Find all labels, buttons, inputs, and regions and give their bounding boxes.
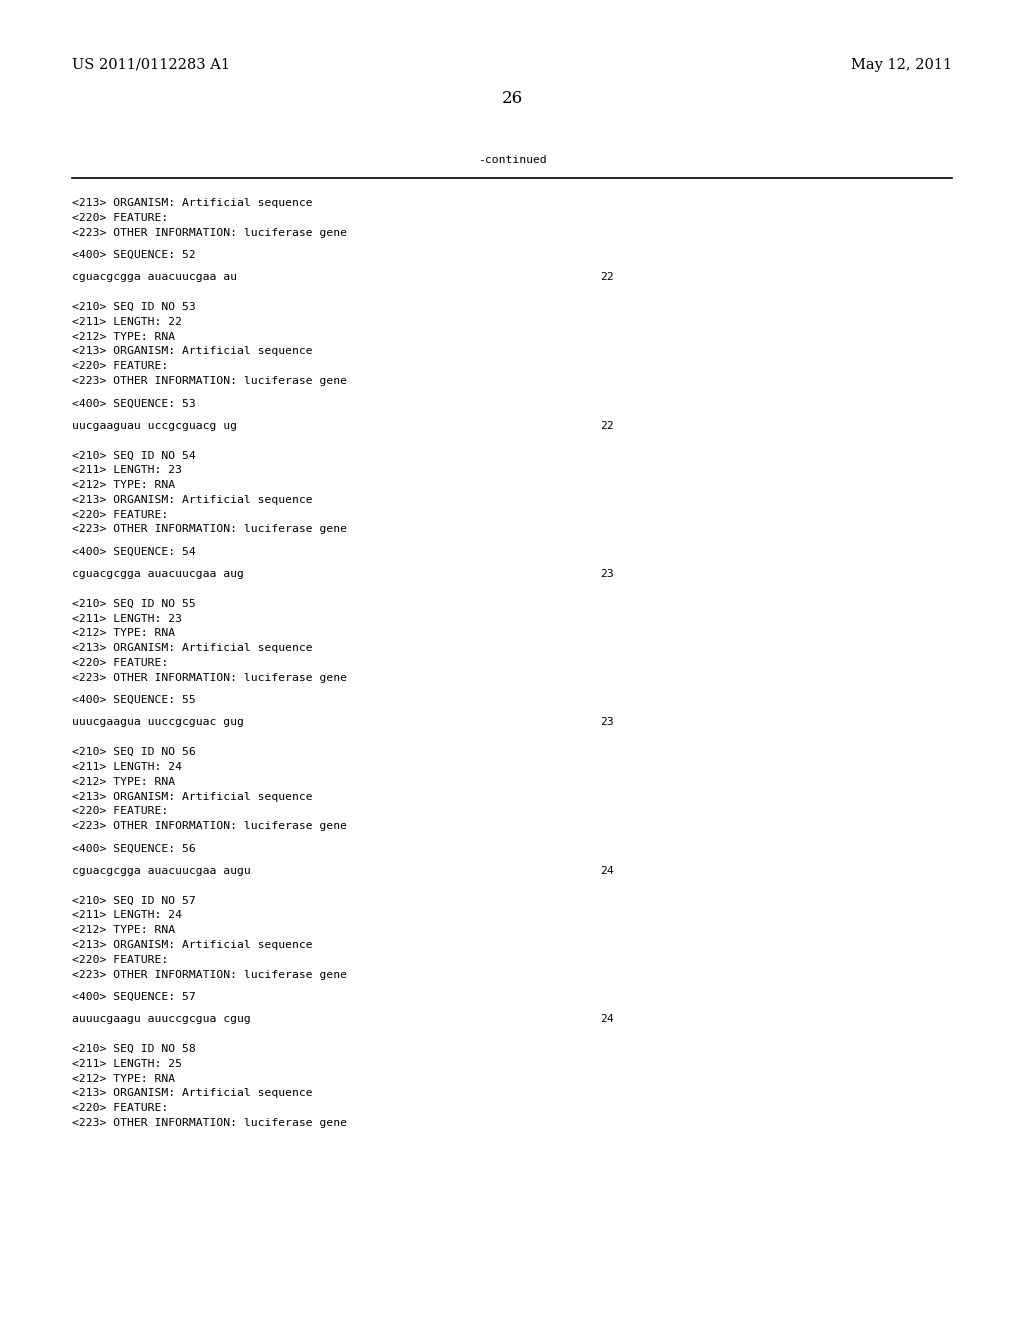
Text: <220> FEATURE:: <220> FEATURE: xyxy=(72,657,168,668)
Text: <400> SEQUENCE: 55: <400> SEQUENCE: 55 xyxy=(72,696,196,705)
Text: <212> TYPE: RNA: <212> TYPE: RNA xyxy=(72,480,175,490)
Text: <220> FEATURE:: <220> FEATURE: xyxy=(72,510,168,520)
Text: <210> SEQ ID NO 58: <210> SEQ ID NO 58 xyxy=(72,1044,196,1053)
Text: <210> SEQ ID NO 54: <210> SEQ ID NO 54 xyxy=(72,450,196,461)
Text: <212> TYPE: RNA: <212> TYPE: RNA xyxy=(72,925,175,935)
Text: <213> ORGANISM: Artificial sequence: <213> ORGANISM: Artificial sequence xyxy=(72,643,312,653)
Text: <213> ORGANISM: Artificial sequence: <213> ORGANISM: Artificial sequence xyxy=(72,346,312,356)
Text: <220> FEATURE:: <220> FEATURE: xyxy=(72,213,168,223)
Text: <223> OTHER INFORMATION: luciferase gene: <223> OTHER INFORMATION: luciferase gene xyxy=(72,1118,347,1129)
Text: <210> SEQ ID NO 57: <210> SEQ ID NO 57 xyxy=(72,895,196,906)
Text: cguacgcgga auacuucgaa au: cguacgcgga auacuucgaa au xyxy=(72,272,237,282)
Text: <212> TYPE: RNA: <212> TYPE: RNA xyxy=(72,628,175,639)
Text: <400> SEQUENCE: 54: <400> SEQUENCE: 54 xyxy=(72,546,196,557)
Text: <211> LENGTH: 25: <211> LENGTH: 25 xyxy=(72,1059,182,1069)
Text: <220> FEATURE:: <220> FEATURE: xyxy=(72,1104,168,1113)
Text: <223> OTHER INFORMATION: luciferase gene: <223> OTHER INFORMATION: luciferase gene xyxy=(72,821,347,832)
Text: 26: 26 xyxy=(502,90,522,107)
Text: 24: 24 xyxy=(600,1014,613,1024)
Text: 23: 23 xyxy=(600,569,613,579)
Text: <211> LENGTH: 24: <211> LENGTH: 24 xyxy=(72,762,182,772)
Text: 23: 23 xyxy=(600,717,613,727)
Text: <210> SEQ ID NO 56: <210> SEQ ID NO 56 xyxy=(72,747,196,758)
Text: -continued: -continued xyxy=(477,154,547,165)
Text: May 12, 2011: May 12, 2011 xyxy=(851,58,952,73)
Text: <400> SEQUENCE: 53: <400> SEQUENCE: 53 xyxy=(72,399,196,408)
Text: <210> SEQ ID NO 53: <210> SEQ ID NO 53 xyxy=(72,302,196,312)
Text: <210> SEQ ID NO 55: <210> SEQ ID NO 55 xyxy=(72,599,196,609)
Text: <212> TYPE: RNA: <212> TYPE: RNA xyxy=(72,776,175,787)
Text: auuucgaagu auuccgcgua cgug: auuucgaagu auuccgcgua cgug xyxy=(72,1014,251,1024)
Text: <212> TYPE: RNA: <212> TYPE: RNA xyxy=(72,331,175,342)
Text: <213> ORGANISM: Artificial sequence: <213> ORGANISM: Artificial sequence xyxy=(72,1089,312,1098)
Text: <213> ORGANISM: Artificial sequence: <213> ORGANISM: Artificial sequence xyxy=(72,198,312,209)
Text: <213> ORGANISM: Artificial sequence: <213> ORGANISM: Artificial sequence xyxy=(72,792,312,801)
Text: <220> FEATURE:: <220> FEATURE: xyxy=(72,954,168,965)
Text: <211> LENGTH: 24: <211> LENGTH: 24 xyxy=(72,911,182,920)
Text: <213> ORGANISM: Artificial sequence: <213> ORGANISM: Artificial sequence xyxy=(72,495,312,504)
Text: <223> OTHER INFORMATION: luciferase gene: <223> OTHER INFORMATION: luciferase gene xyxy=(72,673,347,682)
Text: cguacgcgga auacuucgaa aug: cguacgcgga auacuucgaa aug xyxy=(72,569,244,579)
Text: <220> FEATURE:: <220> FEATURE: xyxy=(72,807,168,816)
Text: <400> SEQUENCE: 56: <400> SEQUENCE: 56 xyxy=(72,843,196,854)
Text: cguacgcgga auacuucgaa augu: cguacgcgga auacuucgaa augu xyxy=(72,866,251,875)
Text: 24: 24 xyxy=(600,866,613,875)
Text: US 2011/0112283 A1: US 2011/0112283 A1 xyxy=(72,58,230,73)
Text: <211> LENGTH: 22: <211> LENGTH: 22 xyxy=(72,317,182,327)
Text: uuucgaagua uuccgcguac gug: uuucgaagua uuccgcguac gug xyxy=(72,717,244,727)
Text: <400> SEQUENCE: 57: <400> SEQUENCE: 57 xyxy=(72,991,196,1002)
Text: <223> OTHER INFORMATION: luciferase gene: <223> OTHER INFORMATION: luciferase gene xyxy=(72,227,347,238)
Text: <223> OTHER INFORMATION: luciferase gene: <223> OTHER INFORMATION: luciferase gene xyxy=(72,376,347,385)
Text: <211> LENGTH: 23: <211> LENGTH: 23 xyxy=(72,465,182,475)
Text: <223> OTHER INFORMATION: luciferase gene: <223> OTHER INFORMATION: luciferase gene xyxy=(72,970,347,979)
Text: 22: 22 xyxy=(600,421,613,430)
Text: <220> FEATURE:: <220> FEATURE: xyxy=(72,362,168,371)
Text: uucgaaguau uccgcguacg ug: uucgaaguau uccgcguacg ug xyxy=(72,421,237,430)
Text: <213> ORGANISM: Artificial sequence: <213> ORGANISM: Artificial sequence xyxy=(72,940,312,950)
Text: <212> TYPE: RNA: <212> TYPE: RNA xyxy=(72,1073,175,1084)
Text: 22: 22 xyxy=(600,272,613,282)
Text: <223> OTHER INFORMATION: luciferase gene: <223> OTHER INFORMATION: luciferase gene xyxy=(72,524,347,535)
Text: <211> LENGTH: 23: <211> LENGTH: 23 xyxy=(72,614,182,623)
Text: <400> SEQUENCE: 52: <400> SEQUENCE: 52 xyxy=(72,249,196,260)
